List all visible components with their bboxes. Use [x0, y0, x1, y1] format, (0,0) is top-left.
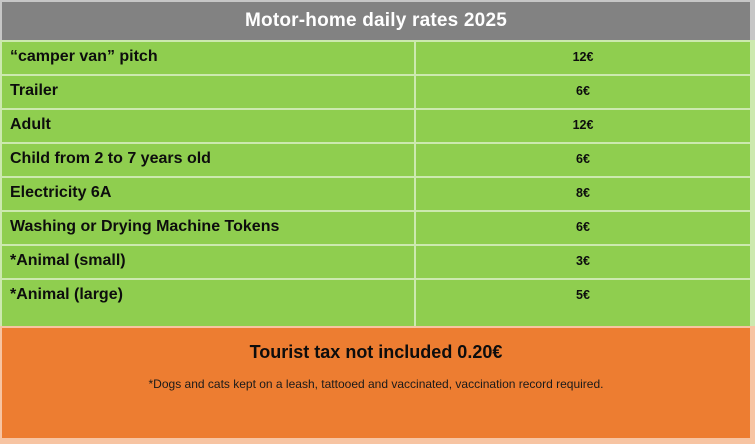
footer-banner: Tourist tax not included 0.20€ *Dogs and… [0, 326, 755, 444]
rate-label: *Animal (small) [2, 246, 416, 278]
rate-price: 3€ [576, 254, 590, 268]
rates-table-header: Motor-home daily rates 2025 [0, 0, 755, 40]
page-title: Motor-home daily rates 2025 [245, 10, 507, 31]
rate-row: Adult 12€ [0, 108, 755, 142]
rate-label: Electricity 6A [2, 178, 416, 210]
rate-row: “camper van” pitch 12€ [0, 40, 755, 74]
rate-price: 6€ [576, 84, 590, 98]
rate-row: Child from 2 to 7 years old 6€ [0, 142, 755, 176]
rate-price: 6€ [576, 152, 590, 166]
rate-row: *Animal (large) 5€ [0, 278, 755, 326]
rate-row: Electricity 6A 8€ [0, 176, 755, 210]
rate-price: 5€ [576, 288, 590, 302]
rate-label: “camper van” pitch [2, 42, 416, 74]
rate-price: 8€ [576, 186, 590, 200]
tourist-tax-note: Tourist tax not included 0.20€ [249, 342, 503, 362]
rate-row: Trailer 6€ [0, 74, 755, 108]
rate-label: Washing or Drying Machine Tokens [2, 212, 416, 244]
rate-label: Child from 2 to 7 years old [2, 144, 416, 176]
rate-price: 12€ [572, 118, 594, 132]
rate-row: *Animal (small) 3€ [0, 244, 755, 278]
rate-table: “camper van” pitch 12€ Trailer 6€ Adult … [0, 40, 755, 326]
animal-conditions-note: *Dogs and cats kept on a leash, tattooed… [148, 377, 604, 391]
rate-label: Trailer [2, 76, 416, 108]
rate-price: 12€ [572, 50, 594, 64]
rate-label: *Animal (large) [2, 280, 416, 326]
rate-label: Adult [2, 110, 416, 142]
rate-row: Washing or Drying Machine Tokens 6€ [0, 210, 755, 244]
rate-price: 6€ [576, 220, 590, 234]
